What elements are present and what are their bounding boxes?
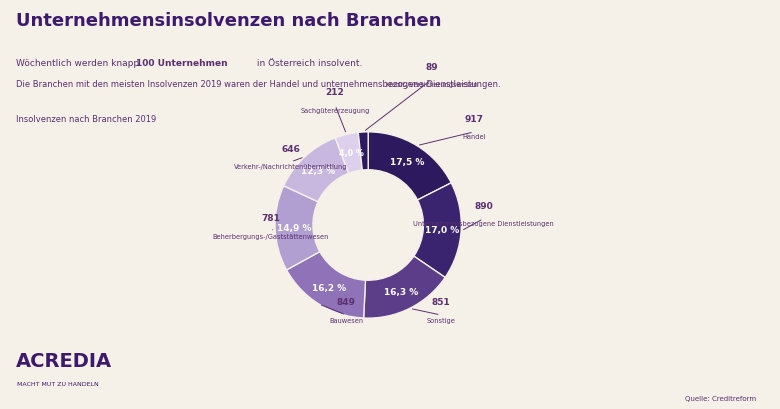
Text: in Österreich insolvent.: in Österreich insolvent. — [254, 59, 362, 68]
Text: MACHT MUT ZU HANDELN: MACHT MUT ZU HANDELN — [17, 382, 99, 387]
Text: 12,3 %: 12,3 % — [300, 167, 335, 176]
Text: Wöchentlich werden knapp: Wöchentlich werden knapp — [16, 59, 142, 68]
Text: Unternehmensinsolvenzen nach Branchen: Unternehmensinsolvenzen nach Branchen — [16, 12, 441, 30]
Text: 212: 212 — [326, 88, 345, 97]
Wedge shape — [335, 133, 362, 174]
Text: 14,9 %: 14,9 % — [277, 223, 311, 232]
Text: 851: 851 — [431, 297, 450, 306]
Text: Die Branchen mit den meisten Insolvenzen 2019 waren der Handel und unternehmensb: Die Branchen mit den meisten Insolvenzen… — [16, 80, 500, 89]
Text: Unternehmensbezogene Dienstleistungen: Unternehmensbezogene Dienstleistungen — [413, 221, 554, 227]
Text: Sachgütererzeugung: Sachgütererzeugung — [300, 107, 370, 113]
Text: Quelle: Creditreform: Quelle: Creditreform — [686, 395, 757, 401]
Text: 17,0 %: 17,0 % — [425, 226, 459, 235]
Text: 849: 849 — [337, 297, 356, 306]
Wedge shape — [286, 252, 366, 318]
Text: 100 Unternehmen: 100 Unternehmen — [136, 59, 228, 68]
Text: 16,3 %: 16,3 % — [384, 287, 418, 296]
Text: 17,5 %: 17,5 % — [390, 158, 424, 167]
Text: Beherbergungs-/Gaststättenwesen: Beherbergungs-/Gaststättenwesen — [212, 233, 328, 239]
Text: Handel: Handel — [463, 134, 486, 140]
Text: 4,0 %: 4,0 % — [339, 149, 363, 158]
Text: 89: 89 — [425, 63, 438, 72]
Wedge shape — [284, 139, 349, 202]
Text: Bauwesen: Bauwesen — [329, 317, 363, 323]
Text: Insolvenzen nach Branchen 2019: Insolvenzen nach Branchen 2019 — [16, 115, 156, 124]
Text: 917: 917 — [464, 115, 484, 124]
Text: Sonstige: Sonstige — [427, 317, 456, 323]
Wedge shape — [368, 133, 451, 200]
Text: 890: 890 — [474, 201, 493, 210]
Text: 16,2 %: 16,2 % — [312, 284, 346, 293]
Wedge shape — [275, 187, 320, 270]
Wedge shape — [414, 183, 461, 278]
Text: 646: 646 — [282, 145, 300, 154]
Text: ACREDIA: ACREDIA — [16, 351, 112, 370]
Text: Verkehr-/Nachrichtenübermittlung: Verkehr-/Nachrichtenübermittlung — [234, 164, 348, 170]
Text: 781: 781 — [261, 214, 280, 223]
Wedge shape — [358, 133, 368, 171]
Wedge shape — [363, 256, 445, 318]
Text: Kredit-/Versicherungswesen: Kredit-/Versicherungswesen — [385, 82, 478, 88]
